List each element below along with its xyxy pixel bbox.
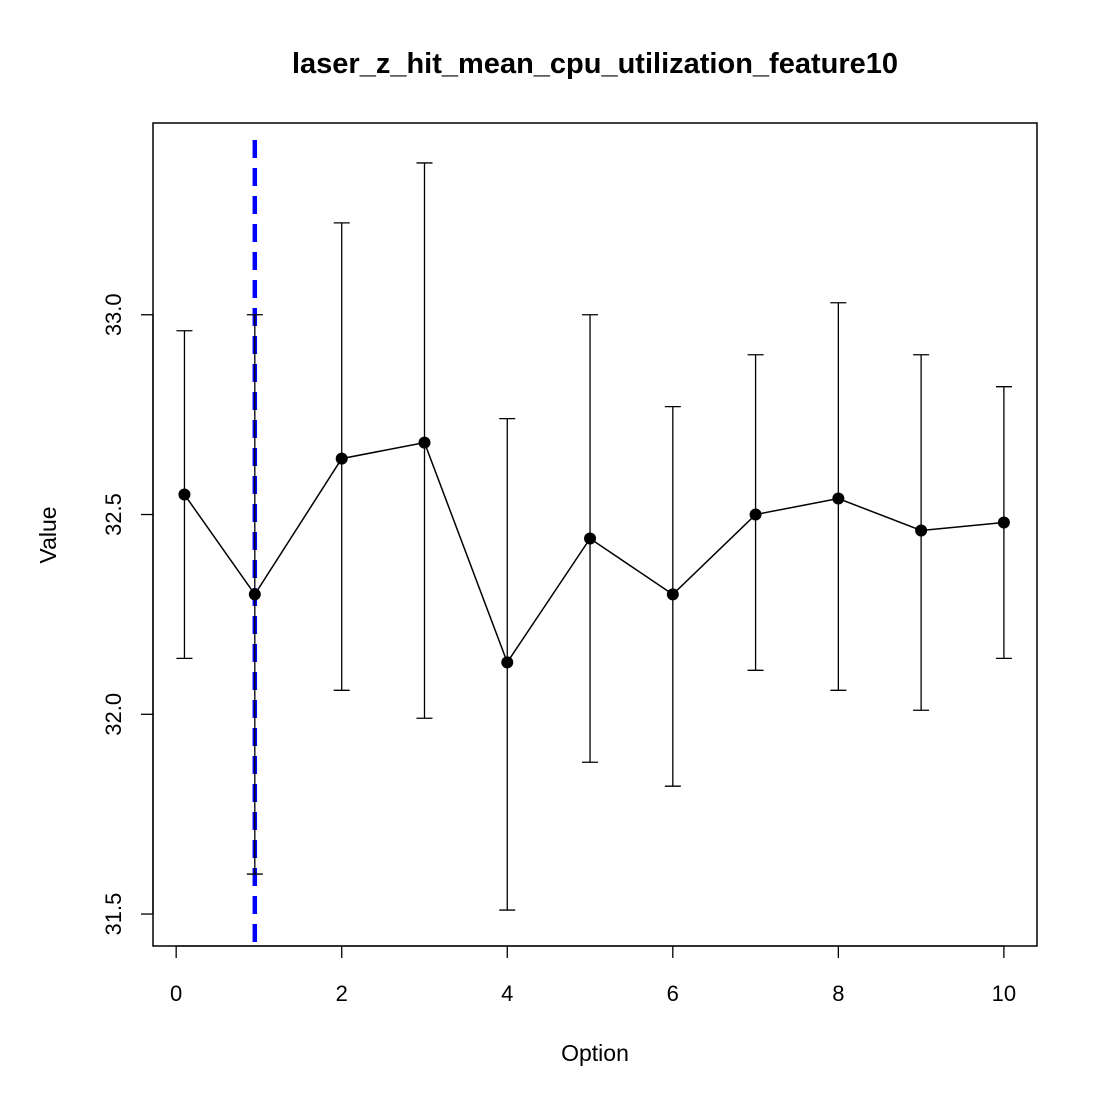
x-axis-label: Option: [561, 1040, 629, 1066]
y-axis-label: Value: [35, 506, 61, 563]
data-point: [749, 508, 762, 521]
y-tick-label: 32.5: [101, 493, 126, 536]
x-tick-label: 10: [992, 981, 1016, 1006]
data-point: [915, 524, 928, 537]
x-tick-label: 8: [832, 981, 844, 1006]
data-point: [178, 488, 191, 501]
data-point: [584, 532, 597, 545]
x-tick-label: 4: [501, 981, 513, 1006]
plot-marks: [176, 140, 1012, 946]
data-point: [832, 492, 845, 505]
data-point: [501, 656, 514, 669]
data-point: [666, 588, 679, 601]
y-tick-label: 31.5: [101, 893, 126, 936]
y-tick-label: 33.0: [101, 293, 126, 336]
x-tick-label: 6: [667, 981, 679, 1006]
data-point: [418, 436, 431, 449]
data-point: [997, 516, 1010, 529]
x-tick-label: 0: [170, 981, 182, 1006]
chart-title: laser_z_hit_mean_cpu_utilization_feature…: [292, 48, 898, 80]
x-tick-label: 2: [336, 981, 348, 1006]
data-point: [248, 588, 261, 601]
y-axis: 31.5 32.0 32.5 33.0: [101, 293, 154, 936]
x-axis: 0 2 4 6 8 10: [170, 945, 1016, 1006]
y-tick-label: 32.0: [101, 693, 126, 736]
data-point: [335, 452, 348, 465]
